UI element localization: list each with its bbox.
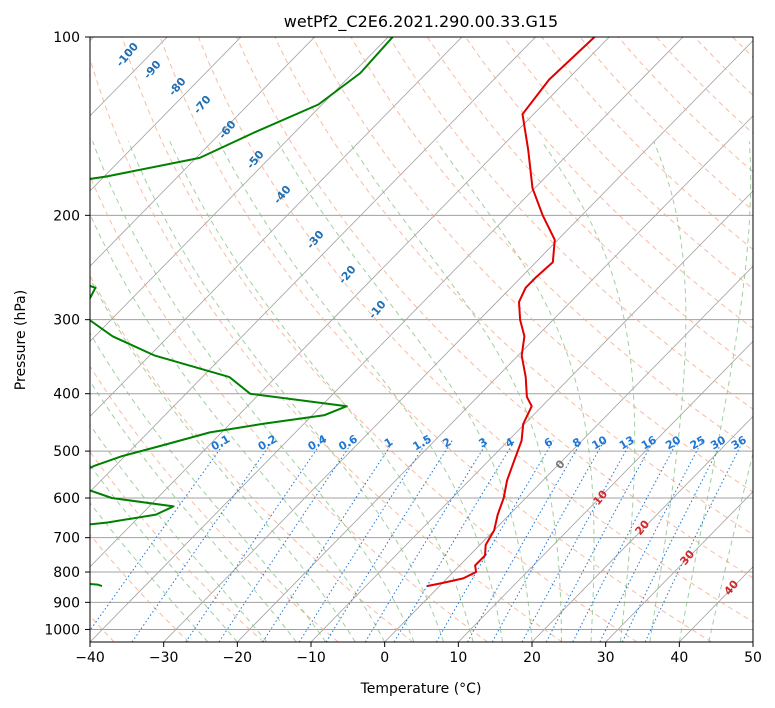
x-tick-label: 10 [449, 650, 467, 666]
isotherm-line [531, 415, 753, 642]
moist-adiabat-line [649, 141, 687, 642]
isotherm-line [237, 115, 753, 642]
y-tick-label: 900 [53, 595, 80, 611]
dry-adiabat-line [90, 451, 264, 642]
x-tick-label: −30 [149, 650, 179, 666]
mixing-ratio-line [131, 440, 274, 642]
moist-adiabat-line [708, 451, 753, 642]
dry-adiabat-line [464, 37, 753, 329]
moist-adiabat-line [90, 332, 327, 642]
isotherm-line [605, 491, 753, 642]
y-tick-label: 600 [53, 491, 80, 507]
dewpoint-trace [90, 37, 394, 588]
mixing-ratio-line [599, 440, 703, 642]
x-tick-label: 50 [744, 650, 762, 666]
moist-adiabat-line [348, 141, 562, 642]
moist-adiabat-line [541, 141, 636, 642]
plot-frame [89, 36, 754, 643]
dry-adiabat-line [197, 37, 753, 623]
dry-adiabat-line [236, 37, 753, 579]
isotherm-line [90, 37, 168, 117]
x-tick-label: −10 [296, 650, 326, 666]
moist-adiabat-line [92, 141, 415, 642]
moist-adiabat-line [127, 141, 445, 642]
mixing-ratio-line [467, 440, 583, 642]
isotherm-line [90, 37, 684, 642]
dry-adiabat-line [502, 37, 753, 290]
isotherm-line [90, 37, 463, 418]
isotherm-line [90, 37, 610, 568]
y-axis-label: Pressure (hPa) [13, 290, 29, 390]
y-tick-label: 100 [53, 30, 80, 46]
isotherm-line [90, 37, 242, 192]
isotherm-line [458, 340, 753, 642]
isotherm-line [163, 40, 753, 642]
mixing-ratio-line [393, 440, 516, 642]
x-tick-label: 0 [380, 650, 389, 666]
isotherm-line [90, 37, 316, 267]
y-tick-label: 800 [53, 565, 80, 581]
isotherm-line [310, 190, 753, 642]
y-tick-label: 400 [53, 387, 80, 403]
mixing-ratio-line [521, 440, 633, 642]
x-axis-label: Temperature (°C) [360, 681, 482, 697]
mixing-ratio-line [644, 440, 744, 642]
dry-adiabat-line [121, 37, 638, 642]
mixing-ratio-line [435, 440, 554, 642]
y-tick-label: 500 [53, 444, 80, 460]
moist-adiabat-line [678, 141, 752, 642]
x-tick-label: 40 [670, 650, 688, 666]
mixing-ratio-line [298, 440, 428, 642]
isotherm-line [384, 265, 753, 642]
mixing-ratio-line [325, 440, 453, 642]
axis-layer: −40 −30 −20 −10 0 10 20 30 40 50 100 200 300 400 500 60… [44, 30, 762, 666]
chart-title: wetPf2_C2E6.2021.290.00.33.G15 [284, 12, 558, 32]
x-tick-label: 30 [597, 650, 615, 666]
temperature-trace [426, 37, 596, 588]
moist-adiabat-line [218, 141, 503, 642]
dry-adiabat-line [90, 56, 563, 642]
x-tick-label: −40 [75, 650, 105, 666]
y-tick-label: 700 [53, 531, 80, 547]
mixing-ratio-line [90, 440, 227, 632]
isotherm-line [90, 37, 389, 342]
mixing-ratio-line [185, 440, 324, 642]
dry-adiabat-line [159, 37, 712, 642]
moist-adiabat-line [169, 141, 474, 642]
dry-adiabat-line [388, 37, 753, 410]
dry-adiabat-line [90, 365, 339, 642]
moist-adiabat-line [90, 212, 386, 642]
isotherm-line [90, 37, 537, 493]
mixing-ratio-line [621, 440, 724, 642]
mixing-ratio-line [262, 440, 395, 642]
moist-adiabat-line [90, 277, 356, 642]
series-layer [90, 37, 596, 588]
x-tick-label: 20 [523, 650, 541, 666]
mixing-ratio-line [364, 440, 489, 642]
mixing-ratio-line [491, 440, 605, 642]
y-tick-label: 300 [53, 313, 80, 329]
y-tick-label: 1000 [44, 622, 80, 638]
x-tick-label: −20 [223, 650, 253, 666]
moist-adiabat-line [276, 141, 533, 642]
y-tick-label: 200 [53, 208, 80, 224]
mixing-ratio-line [218, 440, 354, 642]
dry-adiabat-line [90, 274, 414, 642]
